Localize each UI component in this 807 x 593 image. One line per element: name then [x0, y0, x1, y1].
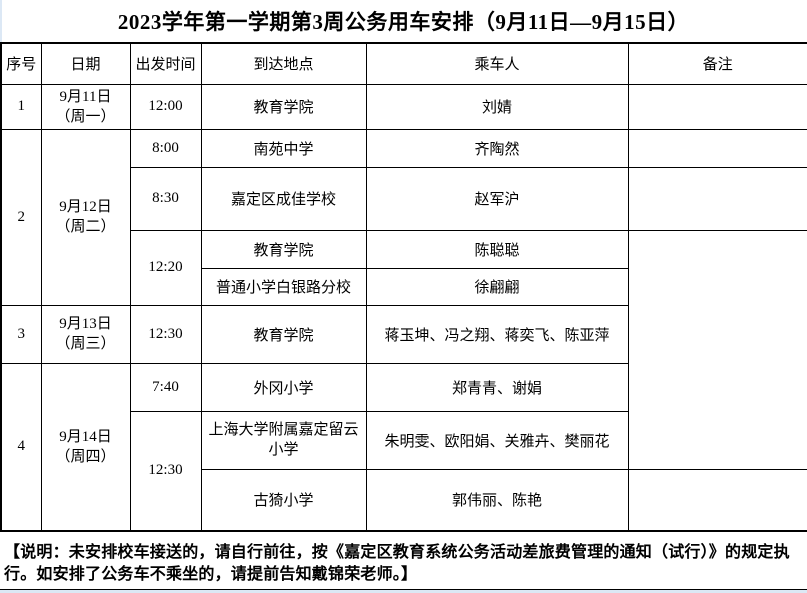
schedule-table: 序号 日期 出发时间 到达地点 乘车人 备注 1 9月11日 （周一） 12:0… — [0, 42, 807, 532]
col-header-pax: 乘车人 — [365, 42, 629, 85]
cell-no: 1 — [0, 83, 42, 130]
col-header-time: 出发时间 — [129, 42, 202, 85]
weekday-text: （周二） — [55, 219, 116, 235]
bottom-edge-strip — [0, 590, 807, 593]
col-header-dest: 到达地点 — [200, 42, 367, 85]
col-header-no: 序号 — [0, 42, 42, 85]
cell-time: 8:00 — [129, 128, 202, 168]
cell-date: 9月13日 （周三） — [40, 304, 131, 364]
cell-time: 12:20 — [129, 229, 202, 306]
cell-no: 3 — [0, 304, 42, 364]
cell-pax: 蒋玉坤、冯之翔、蒋奕飞、陈亚萍 — [365, 304, 629, 364]
cell-dest: 教育学院 — [200, 229, 367, 269]
col-header-date: 日期 — [40, 42, 131, 85]
cell-time: 12:00 — [129, 83, 202, 130]
table-row: 1 9月11日 （周一） 12:00 教育学院 刘婧 — [0, 83, 807, 130]
cell-remark — [627, 83, 807, 130]
page-title: 2023学年第一学期第3周公务用车安排（9月11日—9月15日） — [117, 10, 690, 34]
cell-dest: 教育学院 — [200, 304, 367, 364]
table-row: 古猗小学 郭伟丽、陈艳 — [1, 468, 807, 532]
cell-dest: 古猗小学 — [200, 468, 367, 532]
col-header-remark: 备注 — [627, 42, 807, 85]
date-text: 9月12日 — [59, 199, 112, 215]
weekday-text: （周四） — [55, 448, 116, 465]
cell-remark — [627, 128, 807, 168]
table-row: 4 9月14日 （周四） 7:40 外冈小学 郑青青、谢娟 — [0, 362, 807, 532]
cell-pax: 齐陶然 — [365, 128, 629, 168]
cell-remark — [627, 166, 807, 231]
cell-remark-merged — [627, 229, 807, 470]
cell-dest: 南苑中学 — [200, 128, 367, 168]
table-row: 3 9月13日 （周三） 12:30 教育学院 蒋玉坤、冯之翔、蒋奕飞、陈亚萍 — [0, 304, 807, 364]
cell-pax: 朱明雯、欧阳娟、关雅卉、樊丽花 — [365, 410, 629, 470]
cell-pax: 陈聪聪 — [365, 229, 629, 269]
cell-dest: 外冈小学 — [200, 362, 367, 412]
cell-pax: 郑青青、谢娟 — [365, 362, 629, 412]
weekday-text: （周一） — [55, 108, 116, 125]
table-row: 8:30 嘉定区成佳学校 赵军沪 — [1, 166, 807, 231]
cell-date: 9月12日 （周二） — [40, 128, 131, 306]
date-text: 9月13日 — [59, 316, 112, 332]
cell-time: 7:40 — [129, 362, 202, 412]
cell-dest: 嘉定区成佳学校 — [200, 166, 367, 231]
footer-note: 【说明：未安排校车接送的，请自行前往，按《嘉定区教育系统公务活动差旅费管理的通知… — [4, 544, 790, 583]
cell-dest: 上海大学附属嘉定留云小学 — [200, 410, 367, 470]
cell-remark — [627, 468, 807, 532]
cell-pax: 郭伟丽、陈艳 — [365, 468, 629, 532]
date-text: 9月11日 — [59, 88, 112, 105]
cell-dest: 教育学院 — [200, 83, 367, 130]
cell-dest: 普通小学白银路分校 — [200, 267, 367, 306]
cell-date: 9月14日 （周四） — [40, 362, 131, 532]
header-row: 序号 日期 出发时间 到达地点 乘车人 备注 — [0, 42, 807, 85]
cell-pax: 徐翩翩 — [365, 267, 629, 306]
cell-time: 12:30 — [129, 410, 202, 532]
cell-date: 9月11日 （周一） — [40, 83, 131, 130]
cell-pax: 赵军沪 — [365, 166, 629, 231]
cell-pax: 刘婧 — [365, 83, 629, 130]
cell-time: 8:30 — [129, 166, 202, 231]
dest-text: 上海大学附属嘉定留云小学 — [208, 422, 359, 458]
table-row: 12:30 上海大学附属嘉定留云小学 朱明雯、欧阳娟、关雅卉、樊丽花 — [1, 410, 807, 532]
weekday-text: （周三） — [55, 336, 116, 352]
date-text: 9月14日 — [59, 428, 112, 445]
table-row: 2 9月12日 （周二） 8:00 南苑中学 齐陶然 — [0, 128, 807, 306]
bottom-rule — [0, 589, 807, 590]
cell-no: 2 — [0, 128, 42, 306]
cell-no: 4 — [0, 362, 42, 532]
cell-time: 12:30 — [129, 304, 202, 364]
left-edge-strip — [0, 0, 2, 42]
